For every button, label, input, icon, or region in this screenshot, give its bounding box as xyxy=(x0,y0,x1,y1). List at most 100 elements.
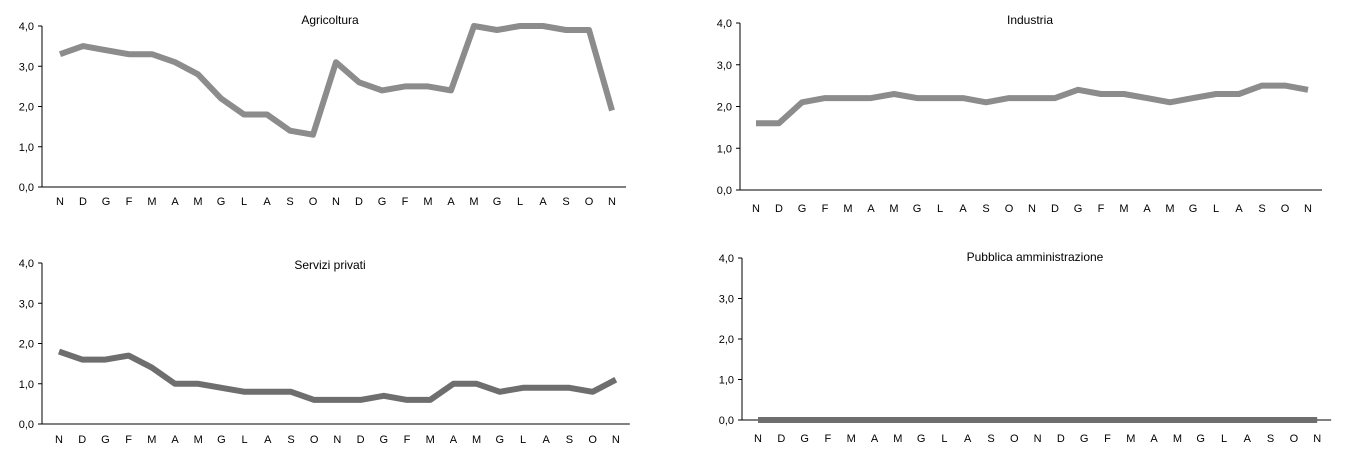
panel-4-x-tick-label: L xyxy=(1221,433,1227,445)
panel-3-data-point xyxy=(567,386,571,390)
panel-1-x-tick-label: A xyxy=(447,196,455,208)
panel-3-data-point xyxy=(173,382,177,386)
panel-1-y-tick-label: 3,0 xyxy=(19,61,34,73)
panel-1-data-point xyxy=(495,28,499,32)
panel-1-data-point xyxy=(541,24,545,28)
panel-4-x-tick-label: S xyxy=(987,433,994,445)
panel-4-x-tick-label: M xyxy=(893,433,902,445)
panel-3-data-point xyxy=(405,398,409,402)
panel-3-data-point xyxy=(451,382,455,386)
panel-1-x-tick-label: S xyxy=(286,196,293,208)
panel-2-x-tick-label: L xyxy=(1213,203,1219,215)
panel-2-x-tick-label: G xyxy=(1189,203,1198,215)
panel-1-data-point xyxy=(357,80,361,84)
panel-4-data-point xyxy=(1012,418,1016,422)
panel-4-x-tick-label: O xyxy=(1290,433,1299,445)
panel-3-data-point xyxy=(591,390,595,394)
panel-2-data-point xyxy=(1306,88,1310,92)
panel-4-y-tick-label: 0,0 xyxy=(719,415,734,427)
panel-3-y-tick-label: 4,0 xyxy=(19,258,34,270)
panel-2-x-tick-label: N xyxy=(752,203,760,215)
panel-2-data-point xyxy=(961,96,965,100)
panel-3-data-point xyxy=(80,358,84,362)
panel-1-data-point xyxy=(564,28,568,32)
panel-2-title: Industria xyxy=(1007,13,1053,27)
panel-2-x-tick-label: L xyxy=(937,203,943,215)
panel-2-data-point xyxy=(915,96,919,100)
panel-3-y-tick-label: 3,0 xyxy=(19,298,34,310)
panel-2-y-tick-label: 0,0 xyxy=(717,185,732,197)
panel-2-y-tick-label: 4,0 xyxy=(717,18,732,30)
panel-4-data-point xyxy=(1129,418,1133,422)
panel-3-y-tick-label: 2,0 xyxy=(19,339,34,351)
panel-1-data-point xyxy=(150,52,154,56)
panel-3-data-point xyxy=(359,398,363,402)
panel-4-x-tick-label: A xyxy=(1150,433,1158,445)
panel-1-x-tick-label: F xyxy=(402,196,409,208)
panel-4-data-point xyxy=(1059,418,1063,422)
panel-2-data-point xyxy=(892,92,896,96)
panel-4-data-point xyxy=(1269,418,1273,422)
panel-2-data-point xyxy=(754,121,758,125)
panel-3-x-tick-label: G xyxy=(101,434,110,446)
panel-3-x-tick-label: O xyxy=(588,434,597,446)
panel-4-title: Pubblica amministrazione xyxy=(967,250,1104,264)
panel-2-x-tick-label: D xyxy=(775,203,783,215)
panel-4-x-tick-label: D xyxy=(777,433,785,445)
panel-4-data-point xyxy=(1106,418,1110,422)
panel-1-title: Agricoltura xyxy=(301,13,359,27)
panel-3-x-tick-label: A xyxy=(450,434,458,446)
panel-3-x-tick-label: N xyxy=(612,434,620,446)
panel-4-data-point xyxy=(1245,418,1249,422)
panel-2-x-tick-label: N xyxy=(1028,203,1036,215)
panel-3-x-tick-label: A xyxy=(543,434,551,446)
panel-2-x-tick-label: M xyxy=(843,203,852,215)
panel-1-x-tick-label: N xyxy=(608,196,616,208)
panel-1-data-point xyxy=(380,88,384,92)
panel-2-data-point xyxy=(1191,96,1195,100)
panel-2-data-point xyxy=(1099,92,1103,96)
panel-4-data-point xyxy=(826,418,830,422)
panel-1-data-point xyxy=(334,60,338,64)
panel-4-x-tick-label: M xyxy=(847,433,856,445)
panel-4-y-tick-label: 2,0 xyxy=(719,334,734,346)
panel-1-x-tick-label: A xyxy=(171,196,179,208)
panel-3-x-tick-label: A xyxy=(171,434,179,446)
panel-4-x-tick-label: M xyxy=(1126,433,1135,445)
panel-2-data-point xyxy=(1214,92,1218,96)
panel-1-x-tick-label: L xyxy=(517,196,523,208)
panel-3-y-tick-label: 0,0 xyxy=(19,419,34,431)
panel-2-data-point xyxy=(1076,88,1080,92)
panel-4-x-tick-label: G xyxy=(1196,433,1205,445)
panel-1-data-point xyxy=(288,129,292,133)
panel-4-y-tick-label: 1,0 xyxy=(719,375,734,387)
panel-3-x-tick-label: M xyxy=(147,434,156,446)
panel-1-data-point xyxy=(311,133,315,137)
panel-2-x-tick-label: S xyxy=(1258,203,1265,215)
panel-4-data-point xyxy=(896,418,900,422)
panel-3-x-tick-label: M xyxy=(194,434,203,446)
panel-2-y-tick-label: 3,0 xyxy=(717,60,732,72)
panel-4-y-tick-label: 3,0 xyxy=(719,294,734,306)
panel-4-y-tick-label: 4,0 xyxy=(719,253,734,265)
panel-4-data-point xyxy=(873,418,877,422)
panel-4-x-tick-label: F xyxy=(1104,433,1111,445)
panel-4-x-tick-label: F xyxy=(825,433,832,445)
panel-3-x-tick-label: L xyxy=(242,434,248,446)
panel-1-x-tick-label: D xyxy=(355,196,363,208)
panel-2-data-point xyxy=(1237,92,1241,96)
panel-4-data-point xyxy=(779,418,783,422)
panel-2-data-point xyxy=(1145,96,1149,100)
panel-4-data-point xyxy=(1036,418,1040,422)
panel-3-data-point xyxy=(614,378,618,382)
panel-1-x-tick-label: N xyxy=(56,196,64,208)
panel-2-x-tick-label: M xyxy=(1165,203,1174,215)
panel-1-data-point xyxy=(58,52,62,56)
panel-1-x-tick-label: M xyxy=(193,196,202,208)
panel-3-series-line xyxy=(58,348,618,403)
panel-2-x-tick-label: A xyxy=(1143,203,1151,215)
panel-3-data-point xyxy=(150,366,154,370)
panel-4-x-tick-label: G xyxy=(1080,433,1089,445)
panel-3-x-tick-label: D xyxy=(357,434,365,446)
panel-3-x-tick-label: N xyxy=(55,434,63,446)
